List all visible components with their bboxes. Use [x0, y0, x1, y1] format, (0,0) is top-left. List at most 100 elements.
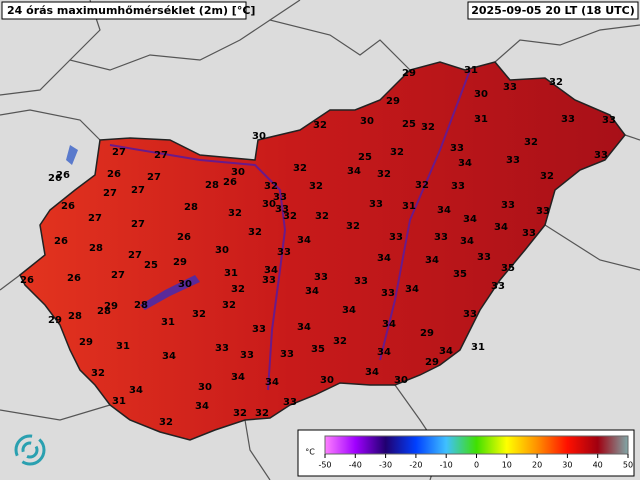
station-value: 29 — [402, 68, 416, 79]
station-value: 33 — [522, 228, 536, 239]
station-value: 33 — [506, 155, 520, 166]
station-value: 29 — [420, 328, 434, 339]
station-value: 32 — [346, 221, 360, 232]
station-value: 33 — [280, 349, 294, 360]
station-value: 27 — [111, 270, 125, 281]
station-value: 34 — [377, 253, 391, 264]
station-value: 33 — [536, 206, 550, 217]
station-value: 34 — [297, 322, 311, 333]
station-value: 34 — [377, 347, 391, 358]
station-value: 27 — [131, 219, 145, 230]
station-value: 34 — [264, 265, 278, 276]
station-value: 28 — [184, 202, 198, 213]
station-value: 33 — [594, 150, 608, 161]
station-value: 33 — [283, 397, 297, 408]
station-value: 33 — [314, 272, 328, 283]
station-value: 30 — [215, 245, 229, 256]
logo — [14, 434, 46, 466]
station-value: 26 — [107, 169, 121, 180]
station-value: 32 — [390, 147, 404, 158]
station-value: 35 — [453, 269, 467, 280]
station-value: 33 — [561, 114, 575, 125]
station-value: 33 — [215, 343, 229, 354]
station-value: 33 — [275, 204, 289, 215]
station-value: 30 — [252, 131, 266, 142]
title-box — [1, 1, 247, 20]
station-value: 33 — [491, 281, 505, 292]
station-value: 33 — [451, 181, 465, 192]
station-value: 34 — [425, 255, 439, 266]
colorbar-tick-label: -40 — [349, 461, 362, 470]
station-value: 32 — [228, 208, 242, 219]
station-value: 26 — [20, 275, 34, 286]
station-value: 33 — [450, 143, 464, 154]
colorbar-tick-label: 40 — [593, 461, 603, 470]
colorbar-tick-label: -20 — [409, 461, 422, 470]
station-value: 32 — [192, 309, 206, 320]
colorbar: °C -50 -40 -30 -20 -10 0 10 20 30 40 50 — [297, 429, 635, 477]
station-value: 34 — [439, 346, 453, 357]
station-value: 32 — [283, 211, 297, 222]
station-value: 30 — [394, 375, 408, 386]
station-value: 32 — [293, 163, 307, 174]
station-value: 25 — [358, 152, 372, 163]
colorbar-tick-label: 0 — [474, 461, 479, 470]
rivers — [109, 69, 471, 391]
lake-ferto — [66, 145, 78, 165]
station-value: 34 — [342, 305, 356, 316]
station-value: 30 — [231, 167, 245, 178]
station-value: 32 — [159, 417, 173, 428]
station-value: 33 — [252, 324, 266, 335]
station-value: 32 — [377, 169, 391, 180]
station-value: 34 — [458, 158, 472, 169]
station-value: 31 — [471, 342, 485, 353]
station-value: 30 — [474, 89, 488, 100]
station-value: 26 — [54, 236, 68, 247]
colorbar-gradient — [324, 435, 629, 455]
station-value: 32 — [415, 180, 429, 191]
station-value: 28 — [134, 300, 148, 311]
lake-balaton — [140, 275, 200, 310]
station-value: 31 — [464, 65, 478, 76]
station-value: 31 — [161, 317, 175, 328]
station-value: 29 — [386, 96, 400, 107]
station-value: 30 — [320, 375, 334, 386]
station-value: 34 — [382, 319, 396, 330]
station-value: 27 — [112, 147, 126, 158]
station-value: 33 — [273, 192, 287, 203]
station-value: 33 — [503, 82, 517, 93]
station-value: 32 — [264, 181, 278, 192]
colorbar-tick-label: 20 — [532, 461, 542, 470]
station-value: 33 — [463, 309, 477, 320]
station-value: 27 — [88, 213, 102, 224]
station-value: 34 — [162, 351, 176, 362]
station-value: 32 — [248, 227, 262, 238]
timestamp: 2025-09-05 20 LT (18 UTC) — [471, 4, 635, 17]
station-value: 33 — [277, 247, 291, 258]
colorbar-tick-label: 50 — [623, 461, 633, 470]
station-value: 34 — [365, 367, 379, 378]
station-value: 34 — [463, 214, 477, 225]
station-value: 35 — [501, 263, 515, 274]
station-value: 28 — [68, 311, 82, 322]
station-value: 33 — [369, 199, 383, 210]
station-value: 28 — [205, 180, 219, 191]
station-value: 32 — [309, 181, 323, 192]
station-value: 32 — [91, 368, 105, 379]
station-value: 27 — [131, 185, 145, 196]
station-value: 30 — [198, 382, 212, 393]
station-value: 34 — [405, 284, 419, 295]
station-value: 35 — [311, 344, 325, 355]
station-value: 34 — [265, 377, 279, 388]
station-value: 26 — [56, 170, 70, 181]
station-value: 32 — [549, 77, 563, 88]
station-value: 32 — [333, 336, 347, 347]
station-value: 31 — [402, 201, 416, 212]
station-value: 32 — [222, 300, 236, 311]
station-value: 34 — [297, 235, 311, 246]
station-value: 26 — [61, 201, 75, 212]
timestamp-box — [467, 1, 639, 20]
station-value: 32 — [421, 122, 435, 133]
